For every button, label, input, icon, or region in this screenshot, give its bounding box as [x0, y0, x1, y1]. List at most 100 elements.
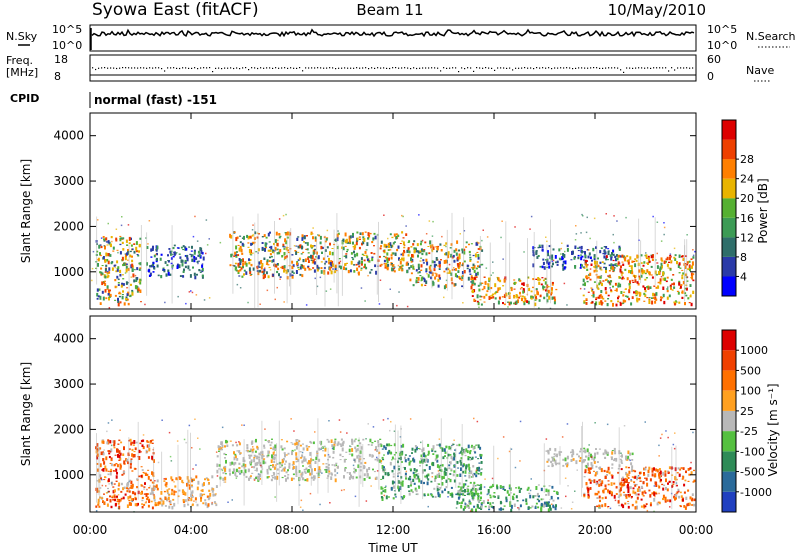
echo-cell	[348, 239, 351, 243]
echo-cell	[138, 456, 141, 460]
echo-cell	[232, 468, 235, 472]
echo-cell	[578, 246, 581, 249]
echo-cell	[598, 495, 601, 499]
echo-speckle	[437, 470, 440, 472]
echo-cell	[414, 445, 417, 448]
echo-cell	[415, 477, 418, 480]
echo-speckle	[519, 420, 522, 423]
echo-speckle	[589, 237, 591, 240]
echo-speckle	[278, 218, 281, 220]
echo-cell	[262, 460, 265, 465]
echo-cell	[672, 481, 675, 484]
echo-cell	[460, 504, 463, 509]
echo-cell	[646, 286, 649, 289]
echo-cell	[404, 472, 407, 477]
echo-cell	[325, 238, 328, 241]
echo-cell	[269, 256, 271, 259]
echo-cell	[653, 492, 656, 497]
echo-cell	[463, 270, 466, 274]
echo-cell	[642, 481, 645, 485]
echo-cell	[597, 490, 600, 494]
echo-cell	[562, 267, 565, 271]
echo-cell	[476, 484, 479, 486]
echo-cell	[499, 279, 502, 283]
freq-dot	[512, 69, 514, 71]
echo-cell	[461, 493, 464, 496]
echo-cell	[477, 301, 480, 306]
freq-dot	[542, 67, 544, 69]
echo-cell	[145, 493, 148, 497]
echo-cell	[361, 232, 364, 236]
echo-cell	[445, 284, 447, 288]
echo-cell	[397, 467, 400, 471]
echo-speckle	[387, 237, 389, 240]
freq-dot	[524, 67, 526, 69]
echo-cell	[688, 260, 691, 263]
echo-cell	[635, 500, 638, 504]
echo-cell	[470, 243, 473, 245]
echo-cell	[678, 473, 681, 477]
echo-cell	[590, 453, 592, 458]
echo-cell	[119, 301, 122, 304]
echo-cell	[310, 244, 312, 248]
echo-cell	[622, 263, 625, 266]
echo-cell	[626, 255, 629, 258]
freq-dot	[404, 67, 406, 69]
echo-cell	[545, 503, 548, 507]
echo-cell	[323, 445, 326, 448]
echo-cell	[417, 277, 420, 281]
echo-cell	[662, 494, 665, 499]
echo-cell	[216, 469, 219, 474]
echo-speckle	[208, 297, 211, 299]
echo-cell	[605, 255, 608, 259]
echo-speckle	[478, 306, 480, 308]
echo-speckle	[275, 264, 278, 266]
echo-cell	[141, 496, 144, 499]
echo-speckle	[560, 247, 562, 250]
echo-cell	[97, 503, 100, 506]
echo-speckle	[582, 215, 584, 217]
echo-cell	[122, 487, 125, 491]
echo-cell	[402, 443, 405, 448]
echo-cell	[640, 254, 643, 257]
echo-cell	[475, 474, 478, 478]
echo-cell	[140, 484, 143, 487]
echo-cell	[307, 256, 310, 260]
echo-cell	[676, 491, 679, 494]
echo-cell	[332, 263, 335, 268]
echo-speckle	[264, 267, 266, 269]
echo-cell	[291, 270, 294, 274]
echo-cell	[241, 275, 244, 278]
nave-label: Nave	[746, 64, 774, 77]
echo-cell	[589, 278, 592, 281]
echo-cell	[592, 247, 595, 252]
echo-cell	[473, 269, 476, 273]
echo-cell	[475, 444, 478, 446]
echo-cell	[190, 250, 193, 252]
echo-cell	[97, 258, 100, 261]
echo-cell	[381, 448, 384, 450]
echo-cell	[324, 249, 327, 252]
echo-cell	[196, 273, 198, 276]
echo-cell	[201, 264, 204, 268]
echo-cell	[516, 500, 519, 502]
echo-cell	[162, 267, 165, 269]
echo-cell	[481, 249, 484, 252]
echo-cell	[196, 503, 199, 507]
echo-cell	[112, 490, 115, 494]
echo-cell	[119, 293, 122, 295]
echo-cell	[597, 296, 600, 299]
echo-streak	[337, 244, 339, 307]
echo-cell	[255, 467, 258, 472]
echo-cell	[617, 254, 620, 258]
echo-cell	[693, 503, 696, 507]
echo-cell	[431, 495, 434, 498]
echo-cell	[195, 475, 198, 479]
echo-cell	[619, 458, 622, 460]
echo-speckle	[439, 446, 441, 449]
echo-speckle	[549, 498, 551, 501]
echo-cell	[381, 497, 384, 501]
echo-cell	[684, 479, 687, 482]
echo-cell	[453, 456, 456, 461]
echo-cell	[226, 444, 229, 447]
